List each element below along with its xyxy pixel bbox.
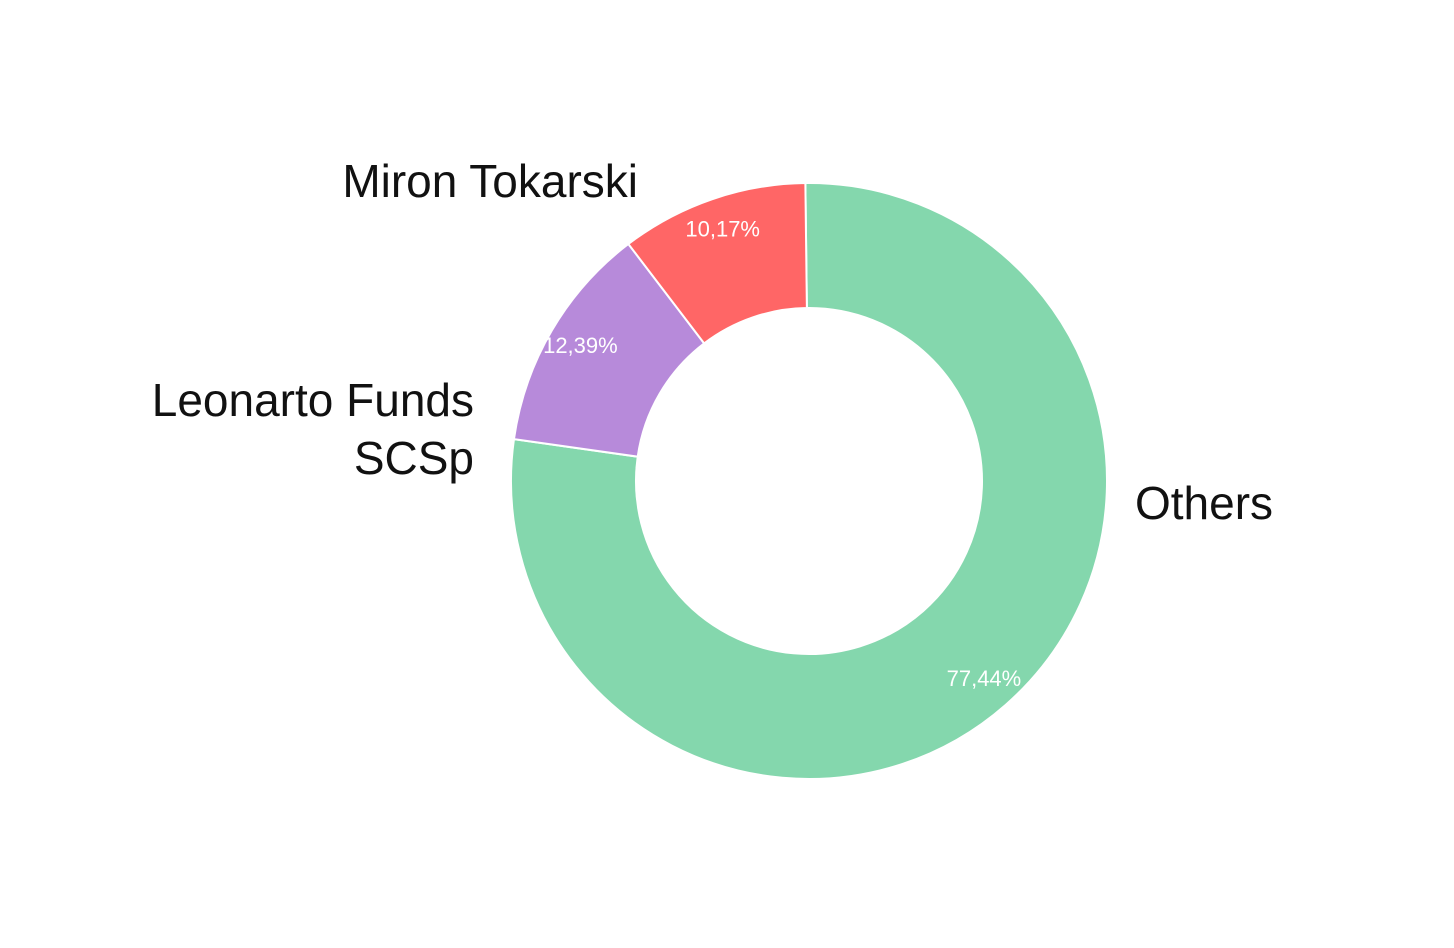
slice-name-label-line: Others (1135, 477, 1273, 529)
slice-name-label-line: Leonarto Funds (152, 374, 474, 426)
slice-percentage-label: 77,44% (947, 666, 1022, 691)
slice-name-labels: Others Leonarto Funds SCSp Miron Tokarski (152, 155, 1273, 529)
slice-name-label: Others (1135, 477, 1273, 529)
slice-percentage-label: 12,39% (543, 333, 618, 358)
slice-name-label-line: SCSp (354, 432, 474, 484)
slice-name-label: Leonarto Funds SCSp (152, 374, 474, 484)
slice-name-label-line: Miron Tokarski (342, 155, 638, 207)
slice-name-label: Miron Tokarski (342, 155, 638, 207)
slice-miron-tokarski (626, 182, 808, 345)
donut-slices (510, 182, 1108, 780)
slice-others (510, 182, 1108, 780)
percentage-labels: 77,44% 12,39% 10,17% (543, 216, 1021, 691)
slice-percentage-label: 10,17% (685, 216, 760, 241)
